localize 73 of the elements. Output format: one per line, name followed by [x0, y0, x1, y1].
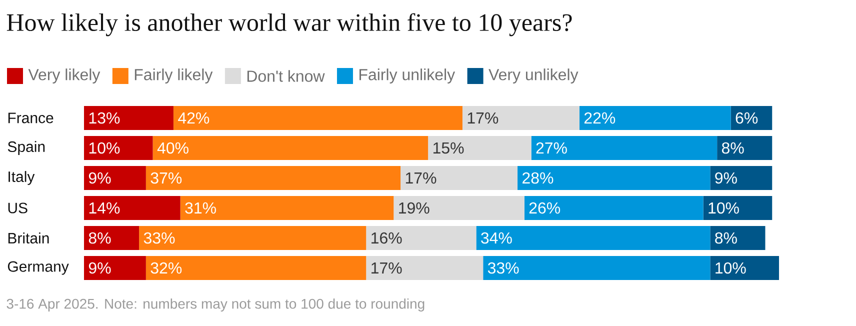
data-label: 31%	[185, 202, 216, 214]
y-tick-label: Spain	[8, 141, 45, 155]
bar	[366, 226, 476, 250]
legend-label: Don't know	[247, 70, 325, 82]
bar	[531, 136, 718, 160]
data-label: 8%	[715, 232, 737, 244]
bar	[710, 166, 772, 190]
data-label: 9%	[715, 172, 737, 184]
data-label: 17%	[406, 172, 436, 184]
bar	[84, 196, 180, 220]
data-label: 8%	[722, 142, 744, 154]
data-label: 10%	[708, 202, 739, 214]
y-tick-label: Germany	[8, 261, 69, 275]
bar	[518, 166, 710, 190]
bar	[84, 136, 153, 160]
data-label: 8%	[88, 232, 111, 244]
bar	[717, 136, 772, 160]
bar	[710, 226, 766, 250]
y-tick-label: US	[8, 202, 28, 214]
legend-label: Very unlikely	[488, 68, 578, 84]
bar	[84, 226, 140, 250]
bar	[84, 166, 146, 190]
data-label: 15%	[433, 142, 464, 154]
data-label: 33%	[144, 232, 175, 244]
chart-title: How likely is another world war within five to 10 years?	[6, 13, 572, 36]
bar	[139, 226, 366, 250]
data-label: 14%	[89, 202, 120, 214]
bar	[483, 256, 710, 280]
text: 3-16 Apr 2025. Note: numbers may not sum to 100 due to rounding	[6, 298, 424, 312]
legend-label: Fairly likely	[134, 68, 213, 84]
bar	[180, 196, 394, 220]
data-label: 10%	[716, 262, 746, 274]
bar	[476, 226, 710, 250]
bar	[524, 196, 704, 220]
y-tick-label: Britain	[8, 232, 49, 244]
bar	[730, 106, 772, 130]
bar	[394, 196, 524, 220]
data-label: 27%	[536, 142, 567, 154]
bar	[152, 136, 428, 160]
legend-label: Very likely	[28, 68, 100, 84]
bar	[703, 196, 772, 220]
bar	[84, 256, 146, 280]
data-label: 17%	[372, 262, 402, 274]
data-label: 9%	[88, 172, 111, 184]
bar	[84, 106, 174, 130]
bar	[710, 256, 780, 280]
data-label: 10%	[89, 142, 120, 154]
bar	[428, 136, 532, 160]
bar	[146, 256, 366, 280]
data-label: 17%	[468, 112, 498, 124]
data-label: 19%	[399, 202, 430, 214]
data-label: 33%	[488, 262, 519, 274]
bar	[462, 106, 580, 130]
bar	[366, 256, 484, 280]
data-label: 37%	[150, 172, 182, 184]
data-label: 32%	[150, 262, 182, 274]
data-label: 6%	[736, 112, 758, 124]
legend-label: Fairly unlikely	[360, 68, 456, 84]
data-label: 16%	[372, 232, 402, 244]
y-tick-label: Italy	[8, 171, 35, 185]
data-label: 40%	[157, 142, 188, 154]
data-label: 42%	[178, 112, 210, 124]
bar	[146, 166, 401, 190]
data-label: 22%	[584, 112, 616, 124]
bar	[400, 166, 518, 190]
data-label: 13%	[89, 112, 120, 124]
data-label: 9%	[88, 262, 111, 274]
data-label: 26%	[529, 202, 560, 214]
data-label: 34%	[481, 232, 512, 244]
y-tick-label: France	[8, 112, 54, 124]
bar	[579, 106, 731, 130]
bar	[173, 106, 462, 130]
data-label: 28%	[522, 172, 554, 184]
